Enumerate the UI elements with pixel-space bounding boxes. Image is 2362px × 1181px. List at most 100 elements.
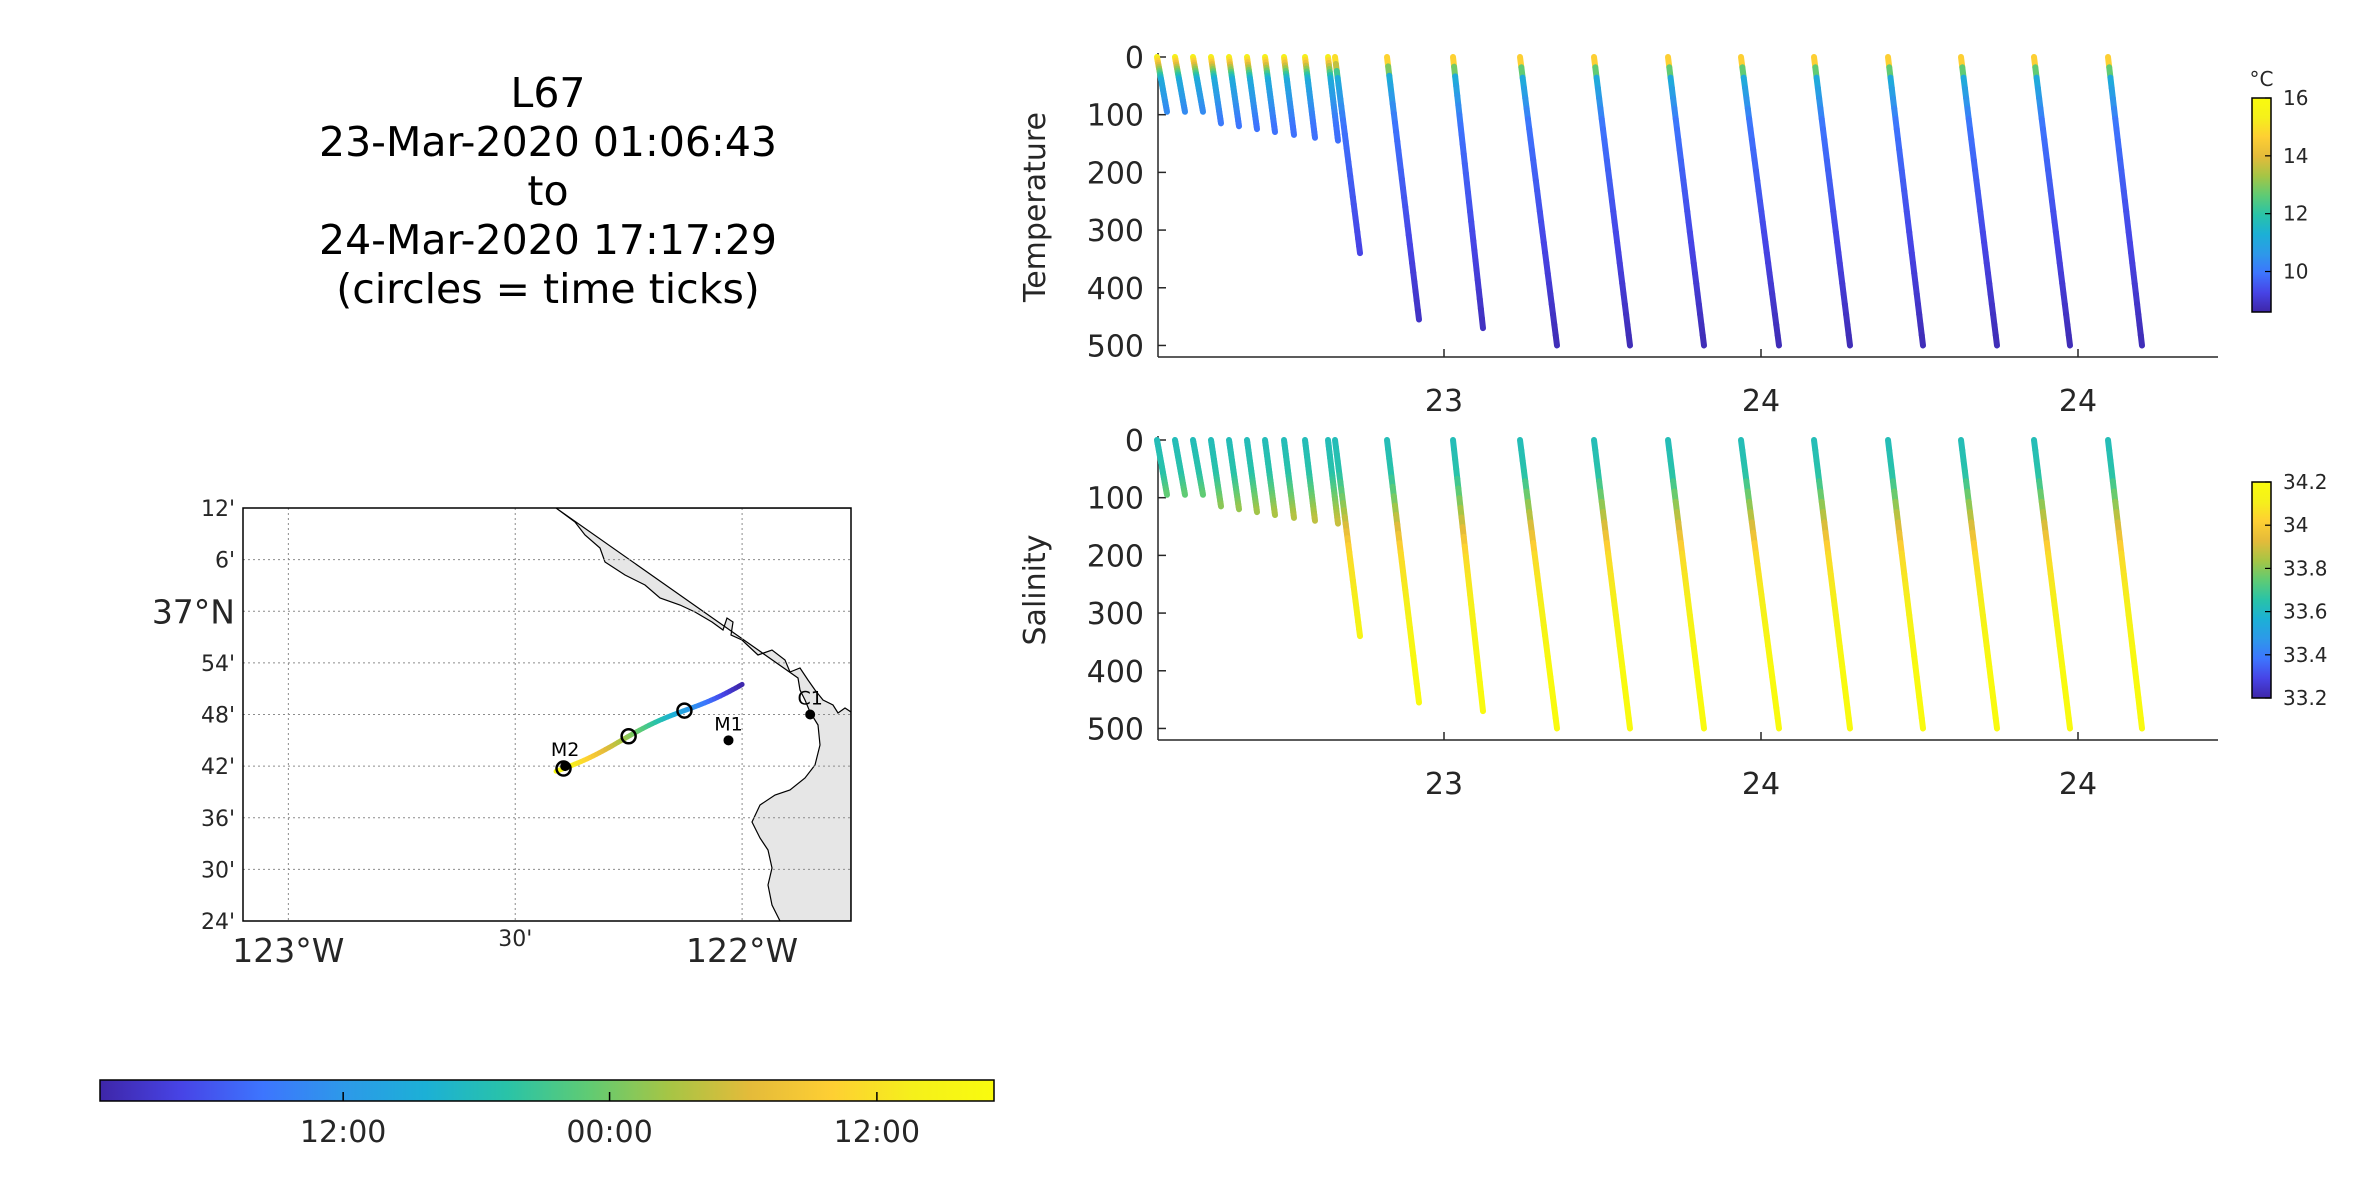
station-label: C1 bbox=[797, 688, 822, 710]
map-lat-label: 36' bbox=[201, 807, 235, 832]
colorbar: 33.2 33.4 33.6 33.8 34 34.2 bbox=[2251, 470, 2328, 710]
y-tick-label: 400 bbox=[1087, 272, 1144, 307]
colorbar-tick-label: 10 bbox=[2283, 260, 2308, 284]
profile-segment bbox=[1356, 243, 1363, 257]
time-colorbar: 12:00 00:00 12:00 bbox=[99, 1079, 995, 1150]
time-colorbar-label: 12:00 bbox=[834, 1115, 920, 1150]
profile-segment bbox=[2137, 332, 2145, 349]
x-tick-label: 24 bbox=[2059, 767, 2097, 802]
station-label: M1 bbox=[714, 713, 742, 735]
map-lat-label: 42' bbox=[201, 755, 235, 780]
map-lat-label: 37°N bbox=[152, 592, 235, 631]
colorbar-tick-label: 34.2 bbox=[2283, 470, 2328, 494]
title-line-4: 24-Mar-2020 17:17:29 bbox=[319, 216, 777, 264]
x-axis: 23 24 24 bbox=[1158, 732, 2218, 802]
x-tick-label: 24 bbox=[1742, 767, 1780, 802]
map-lat-label: 30' bbox=[201, 858, 235, 883]
station-marker bbox=[560, 761, 571, 772]
profile-segment bbox=[1699, 332, 1707, 349]
title-line-2: 23-Mar-2020 01:06:43 bbox=[319, 118, 777, 166]
profile-segment bbox=[1356, 626, 1363, 640]
x-tick-label: 23 bbox=[1425, 767, 1463, 802]
colorbar-tick-label: 34 bbox=[2283, 513, 2308, 537]
profile-segment bbox=[2065, 715, 2073, 732]
y-tick-label: 100 bbox=[1087, 482, 1144, 517]
profile-segment bbox=[1918, 332, 1926, 349]
profile-segment bbox=[1414, 307, 1422, 323]
time-colorbar-ticks: 12:00 00:00 12:00 bbox=[300, 1092, 920, 1150]
map-frame bbox=[242, 507, 852, 922]
profile-segment bbox=[1774, 332, 1782, 349]
time-colorbar-label: 12:00 bbox=[300, 1115, 386, 1150]
time-colorbar-fill bbox=[99, 1079, 995, 1102]
profile-segment bbox=[1992, 332, 2000, 349]
colorbar-tick-label: 33.2 bbox=[2283, 686, 2328, 710]
map-lon-label: 123°W bbox=[232, 931, 344, 970]
time-colorbar-label: 00:00 bbox=[566, 1115, 652, 1150]
profile-segment bbox=[1845, 715, 1853, 732]
map-lat-labels: 12' 6' 37°N 54' 48' 42' 36' 30' 24' bbox=[152, 497, 235, 935]
profile-segment bbox=[1478, 315, 1486, 332]
x-tick-label: 24 bbox=[1742, 384, 1780, 419]
y-tick-label: 300 bbox=[1087, 597, 1144, 632]
profile-segment bbox=[1918, 715, 1926, 732]
map-lat-label: 12' bbox=[201, 497, 235, 522]
station-marker bbox=[723, 735, 734, 746]
profile-segment bbox=[1625, 332, 1633, 349]
profile-segment bbox=[1625, 715, 1633, 732]
figure-title: L67 23-Mar-2020 01:06:43 to 24-Mar-2020 … bbox=[319, 69, 777, 313]
y-tick-label: 500 bbox=[1087, 329, 1144, 364]
profile-segment bbox=[1845, 332, 1853, 349]
title-line-1: L67 bbox=[510, 69, 585, 117]
track-segment bbox=[736, 681, 745, 689]
x-tick-label: 24 bbox=[2059, 384, 2097, 419]
profile-segment bbox=[2065, 332, 2073, 349]
colorbar-tick-label: 33.8 bbox=[2283, 556, 2328, 580]
y-tick-label: 200 bbox=[1087, 539, 1144, 574]
station-label: M2 bbox=[551, 739, 579, 761]
title-line-5: (circles = time ticks) bbox=[336, 265, 760, 313]
colorbar-tick-label: 33.4 bbox=[2283, 643, 2328, 667]
profile-segment bbox=[1774, 715, 1782, 732]
colorbar-tick-label: 12 bbox=[2283, 202, 2308, 226]
colorbar-unit: °C bbox=[2250, 67, 2274, 91]
colorbar: 10 12 14 16 °C bbox=[2250, 67, 2308, 313]
colorbar-fill bbox=[2251, 97, 2272, 313]
map-lat-label: 48' bbox=[201, 704, 235, 729]
time-tick-circle bbox=[620, 728, 637, 745]
profile-segment bbox=[1552, 715, 1560, 732]
profile-marks bbox=[1154, 437, 2145, 732]
station-marker bbox=[805, 709, 816, 720]
colorbar-tick-label: 16 bbox=[2283, 86, 2308, 110]
profile-segment bbox=[1478, 698, 1486, 715]
y-axis: 0 100 200 300 400 500 bbox=[1087, 41, 1166, 364]
map-lon-label: 30' bbox=[498, 927, 532, 952]
y-tick-label: 0 bbox=[1125, 424, 1144, 459]
profile-segment bbox=[1414, 690, 1422, 706]
glider-track bbox=[553, 681, 745, 777]
time-tick-circle bbox=[676, 702, 693, 719]
map-stations: M1 M2 C1 bbox=[551, 688, 823, 772]
y-tick-label: 200 bbox=[1087, 156, 1144, 191]
y-tick-label: 400 bbox=[1087, 655, 1144, 690]
x-tick-label: 23 bbox=[1425, 384, 1463, 419]
y-tick-label: 100 bbox=[1087, 99, 1144, 134]
y-axis: 0 100 200 300 400 500 bbox=[1087, 424, 1166, 747]
x-axis: 23 24 24 bbox=[1158, 349, 2218, 419]
y-tick-label: 300 bbox=[1087, 214, 1144, 249]
colorbar-fill bbox=[2251, 481, 2272, 699]
colorbar-tick-label: 33.6 bbox=[2283, 600, 2328, 624]
map-lat-label: 24' bbox=[201, 910, 235, 935]
map-lon-label: 122°W bbox=[686, 931, 798, 970]
y-tick-label: 0 bbox=[1125, 41, 1144, 76]
y-tick-label: 500 bbox=[1087, 712, 1144, 747]
profile-segment bbox=[1992, 715, 2000, 732]
map-panel: 12' 6' 37°N 54' 48' 42' 36' 30' 24' 123°W 30' 122°… bbox=[152, 497, 852, 970]
profile-segment bbox=[1699, 715, 1707, 732]
land-polygon bbox=[555, 508, 851, 921]
y-axis-title: Salinity bbox=[1018, 535, 1053, 646]
map-lat-label: 54' bbox=[201, 652, 235, 677]
